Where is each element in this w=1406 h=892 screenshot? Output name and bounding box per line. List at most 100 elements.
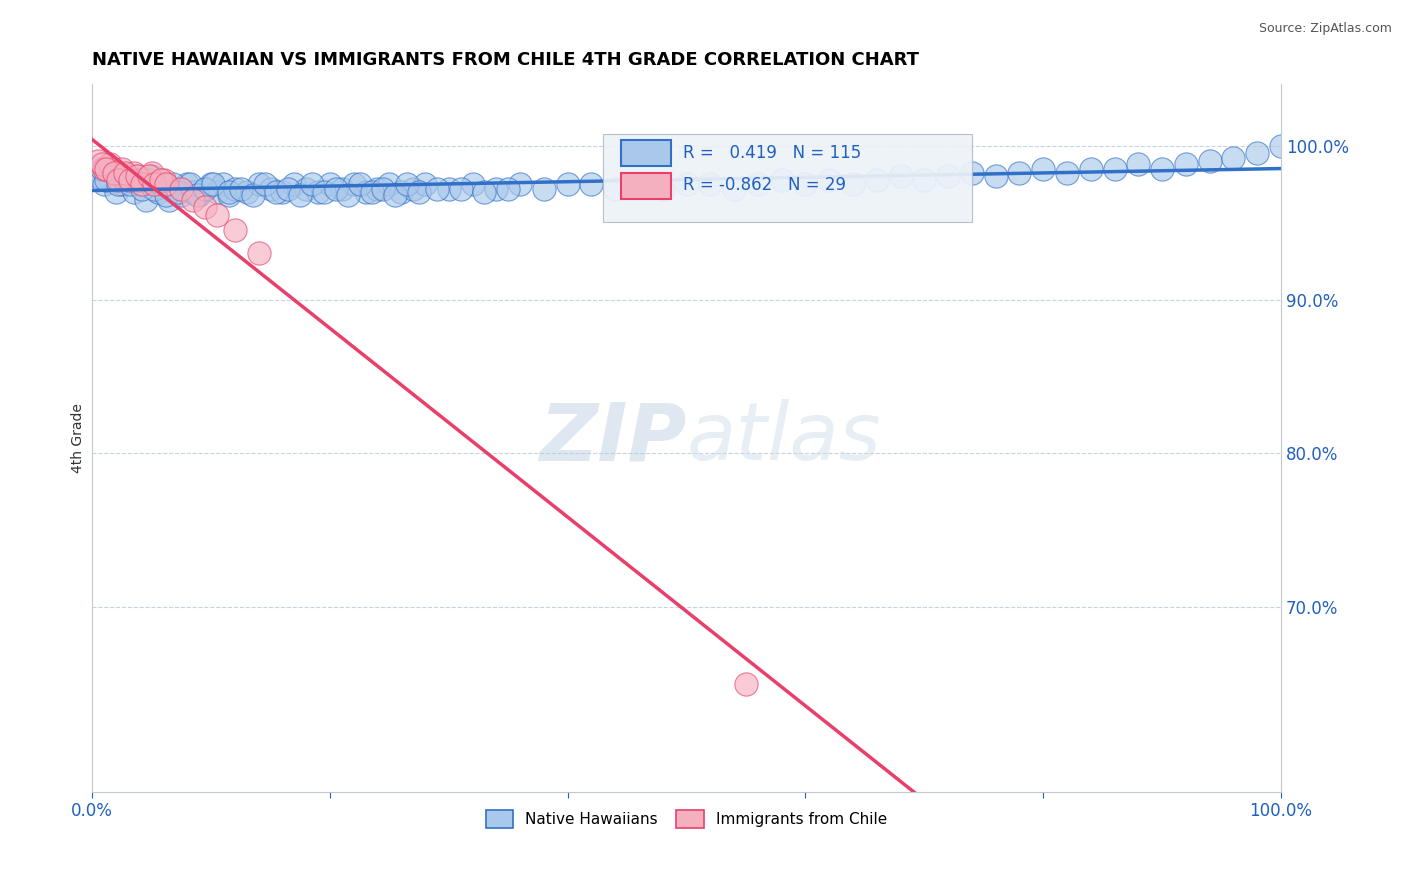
Point: [1104, 161, 1126, 176]
Point: [170, 182, 193, 196]
Point: [93, 177, 115, 191]
Point: [205, 208, 228, 222]
Point: [143, 182, 166, 196]
Point: [242, 188, 264, 202]
Point: [842, 177, 865, 191]
Point: [117, 169, 139, 184]
Point: [936, 169, 959, 184]
Point: [1056, 166, 1078, 180]
Point: [627, 177, 650, 191]
Point: [224, 223, 246, 237]
Point: [128, 177, 150, 191]
Point: [290, 188, 312, 202]
Point: [413, 177, 436, 191]
Point: [141, 166, 163, 180]
Point: [131, 182, 153, 196]
Point: [98, 161, 121, 176]
Point: [496, 182, 519, 196]
Point: [111, 161, 134, 176]
Point: [152, 172, 174, 186]
Point: [1152, 161, 1174, 176]
Point: [984, 169, 1007, 184]
Point: [301, 177, 323, 191]
Point: [1080, 161, 1102, 176]
Point: [96, 172, 118, 186]
Point: [336, 188, 359, 202]
Point: [212, 177, 235, 191]
Text: R = -0.862   N = 29: R = -0.862 N = 29: [683, 177, 846, 194]
Point: [235, 185, 257, 199]
Point: [181, 185, 204, 199]
Point: [533, 182, 555, 196]
Point: [509, 177, 531, 191]
Point: [307, 185, 329, 199]
Point: [93, 161, 115, 176]
Point: [181, 193, 204, 207]
Point: [794, 177, 817, 191]
Point: [170, 188, 193, 202]
Point: [202, 177, 225, 191]
Point: [349, 177, 371, 191]
Point: [128, 172, 150, 186]
Point: [312, 185, 335, 199]
Point: [485, 182, 508, 196]
Point: [699, 177, 721, 191]
Point: [1198, 154, 1220, 169]
Point: [1270, 138, 1292, 153]
Point: [87, 169, 110, 184]
Point: [450, 182, 472, 196]
Legend: Native Hawaiians, Immigrants from Chile: Native Hawaiians, Immigrants from Chile: [479, 804, 893, 834]
Point: [408, 185, 430, 199]
Point: [426, 182, 449, 196]
Point: [343, 177, 366, 191]
Point: [651, 182, 673, 196]
Point: [166, 185, 188, 199]
Point: [266, 185, 288, 199]
Point: [194, 182, 217, 196]
Point: [402, 182, 425, 196]
Point: [98, 157, 121, 171]
Y-axis label: 4th Grade: 4th Grade: [72, 403, 86, 473]
Point: [581, 177, 603, 191]
Point: [389, 185, 412, 199]
Text: NATIVE HAWAIIAN VS IMMIGRANTS FROM CHILE 4TH GRADE CORRELATION CHART: NATIVE HAWAIIAN VS IMMIGRANTS FROM CHILE…: [93, 51, 920, 69]
Point: [735, 677, 758, 691]
Point: [1246, 146, 1268, 161]
Point: [1032, 161, 1054, 176]
Point: [194, 200, 217, 214]
Point: [122, 166, 145, 180]
Point: [218, 185, 240, 199]
Point: [96, 161, 118, 176]
Point: [194, 182, 217, 196]
Point: [675, 177, 697, 191]
Point: [122, 185, 145, 199]
FancyBboxPatch shape: [621, 140, 671, 166]
Point: [723, 182, 745, 196]
Point: [87, 154, 110, 169]
Point: [747, 177, 769, 191]
Point: [120, 177, 142, 191]
Point: [912, 172, 935, 186]
Point: [319, 177, 342, 191]
FancyBboxPatch shape: [621, 173, 671, 199]
Point: [162, 177, 184, 191]
Point: [437, 182, 460, 196]
Point: [295, 182, 318, 196]
Point: [120, 172, 142, 186]
Point: [474, 185, 496, 199]
Point: [188, 188, 211, 202]
Point: [247, 177, 270, 191]
Point: [107, 177, 129, 191]
Text: atlas: atlas: [686, 399, 882, 477]
Point: [103, 166, 125, 180]
Point: [165, 182, 187, 196]
Point: [354, 185, 377, 199]
Text: R =   0.419   N = 115: R = 0.419 N = 115: [683, 144, 862, 161]
Point: [90, 161, 112, 176]
Point: [330, 182, 353, 196]
Point: [150, 172, 173, 186]
Point: [960, 166, 983, 180]
Point: [200, 177, 222, 191]
FancyBboxPatch shape: [603, 134, 972, 222]
Point: [396, 177, 419, 191]
